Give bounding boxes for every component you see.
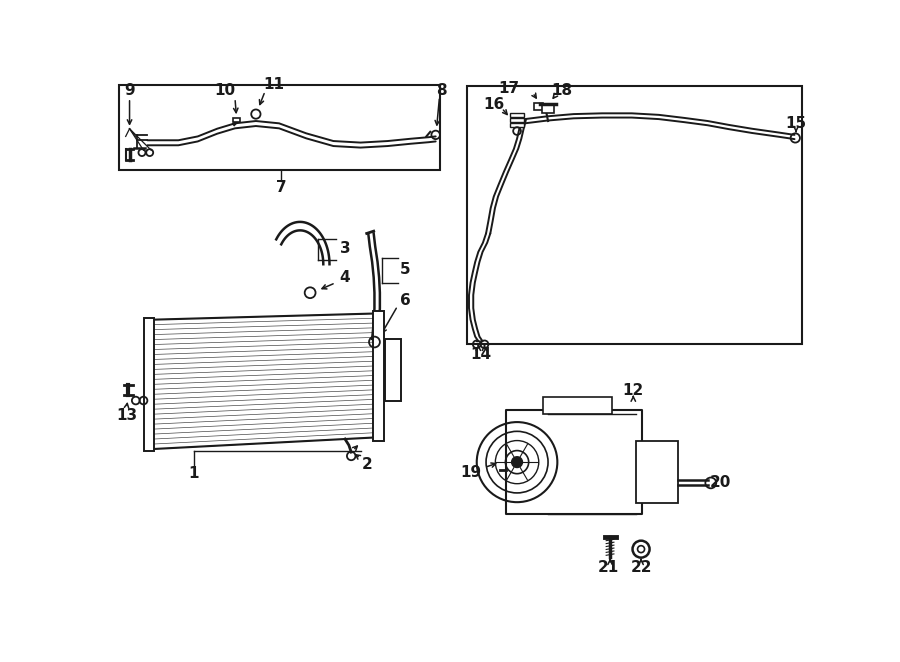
Text: 15: 15	[786, 116, 806, 131]
Bar	[635, 442, 679, 503]
Circle shape	[511, 457, 523, 467]
Text: 5: 5	[400, 262, 410, 277]
Text: 16: 16	[483, 97, 504, 112]
Text: 10: 10	[214, 83, 236, 99]
Bar	[510, 113, 524, 117]
Text: 19: 19	[460, 465, 482, 480]
Text: 12: 12	[623, 383, 644, 398]
Bar	[385, 339, 400, 401]
Text: 14: 14	[470, 347, 491, 362]
Bar	[373, 311, 383, 441]
Text: 11: 11	[263, 77, 284, 92]
Bar	[542, 104, 554, 113]
Text: 3: 3	[339, 242, 350, 256]
Bar	[534, 103, 544, 111]
Text: 9: 9	[124, 83, 135, 99]
Bar	[510, 123, 524, 127]
Bar	[506, 410, 642, 514]
Bar	[543, 397, 612, 414]
Text: 18: 18	[552, 83, 572, 98]
Text: 6: 6	[400, 293, 410, 308]
Text: 7: 7	[276, 180, 287, 195]
Bar	[467, 86, 802, 344]
Text: 1: 1	[189, 466, 199, 481]
Text: 22: 22	[630, 560, 652, 575]
Text: 2: 2	[361, 457, 372, 472]
Bar	[510, 118, 524, 122]
Text: 13: 13	[116, 408, 137, 424]
Bar	[143, 318, 155, 451]
Bar	[232, 118, 240, 122]
Text: 20: 20	[710, 475, 732, 491]
Text: 21: 21	[598, 560, 619, 575]
Text: 4: 4	[339, 270, 350, 285]
Bar	[119, 85, 440, 169]
Text: 17: 17	[499, 81, 520, 96]
Text: 8: 8	[436, 83, 447, 98]
